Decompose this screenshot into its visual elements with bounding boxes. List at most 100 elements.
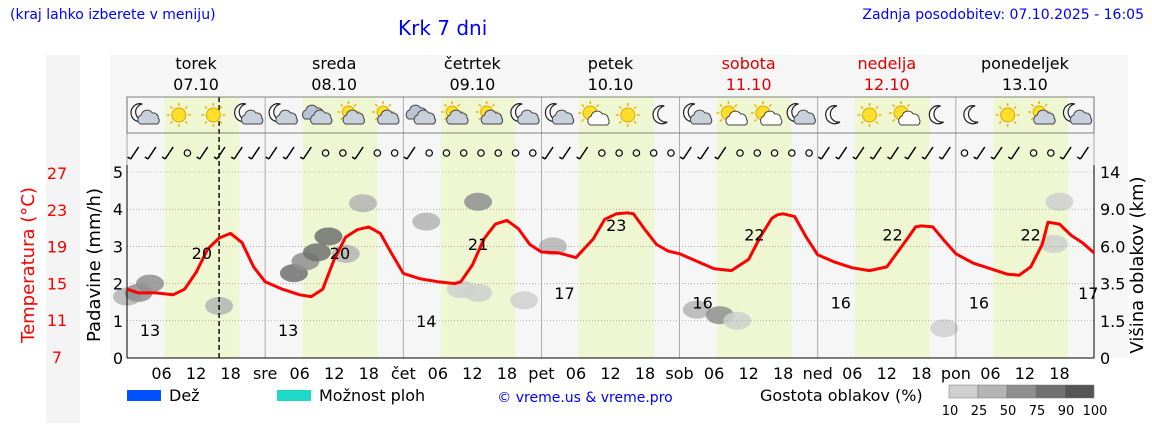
sun-ray <box>374 103 378 107</box>
storm-legend-label: Možnost ploh <box>319 386 425 405</box>
wind-barb-mark <box>714 146 727 160</box>
wind-barb-mark <box>351 146 364 160</box>
right-tick-label: 9.0 <box>1100 200 1125 219</box>
temp-tick-label: 15 <box>47 274 67 293</box>
cloud-density-mark <box>348 194 377 213</box>
sun-disc <box>620 107 636 123</box>
temperature-data-label: 17 <box>1078 284 1098 303</box>
wind-calm-mark <box>788 149 796 157</box>
moon-cloud-icon <box>510 103 540 125</box>
cloud-density-tick: 50 <box>1000 404 1017 419</box>
wind-barb-mark <box>213 146 226 160</box>
moon-cloud-icon <box>234 103 264 125</box>
cloud-shape <box>377 109 400 125</box>
cloud-shape <box>793 109 816 125</box>
x-tick-label: sre <box>253 364 277 383</box>
cloud-density-tick: 10 <box>942 404 959 419</box>
wind-barb-mark <box>904 146 917 160</box>
wind-calm-mark <box>960 149 969 157</box>
wind-calm-mark <box>736 149 744 157</box>
wind-barb-mark <box>576 146 589 160</box>
x-tick-label: 06 <box>704 364 724 383</box>
sun-ray <box>478 103 482 107</box>
x-tick-label: 12 <box>877 364 897 383</box>
sun-ray <box>219 105 223 110</box>
sun-ray <box>875 105 879 110</box>
x-tick-label: 12 <box>462 364 482 383</box>
sun-cloud-light-icon <box>750 101 783 126</box>
right-tick-label: 6.0 <box>1100 237 1125 256</box>
left-tick-label: 1 <box>113 312 123 331</box>
x-tick-label: 18 <box>497 364 517 383</box>
wind-barb-mark <box>697 146 710 160</box>
wind-barb-mark <box>938 146 951 160</box>
sun-ray <box>633 105 637 110</box>
sun-ray <box>1044 103 1048 107</box>
storm-legend-swatch <box>277 390 311 401</box>
cloud-density-scale-cell <box>1006 384 1037 399</box>
left-tick-label: 0 <box>113 349 123 368</box>
wind-barb-mark <box>1076 146 1089 160</box>
cloud-shape <box>587 110 610 126</box>
temperature-data-label: 22 <box>1021 226 1041 245</box>
moon-cloud-icon <box>544 103 575 125</box>
sun-cloud-light-icon <box>578 101 610 126</box>
temp-tick-label: 7 <box>52 348 62 367</box>
moon-cloud-icon <box>130 103 160 125</box>
sun-ray <box>998 120 1002 125</box>
cloud-density-mark <box>1045 192 1074 211</box>
temp-tick-label: 19 <box>47 238 67 257</box>
sun-ray <box>596 103 600 108</box>
left-tick-label: 3 <box>113 237 123 256</box>
x-tick-label: 06 <box>842 364 862 383</box>
daylight-band <box>578 97 654 358</box>
wind-barb-mark <box>144 146 157 160</box>
temperature-line <box>126 211 1095 299</box>
wind-barb-mark <box>282 146 295 160</box>
sun-cloud-light-icon <box>889 101 921 126</box>
day-date-label: 07.10 <box>173 75 219 94</box>
sun-ray <box>1013 120 1017 125</box>
cloud-shape <box>480 109 504 125</box>
wind-calm-mark <box>805 149 813 157</box>
x-tick-label: pon <box>941 364 971 383</box>
cloud-density-mark <box>412 212 441 231</box>
wind-calm-mark <box>649 149 658 157</box>
temperature-data-label: 16 <box>692 293 712 312</box>
sun-ray <box>374 117 378 121</box>
wind-calm-mark <box>1029 149 1038 157</box>
wind-calm-mark <box>1047 149 1055 157</box>
sun-disc <box>171 107 187 123</box>
sun-cloud-icon <box>1028 101 1056 125</box>
day-name-label: sobota <box>722 54 776 73</box>
cloud-density-tick: 75 <box>1029 404 1046 419</box>
cloud-density-mark <box>314 227 343 246</box>
cloud-shape <box>137 109 160 125</box>
x-tick-label: 06 <box>151 364 171 383</box>
sun-ray <box>1030 117 1035 121</box>
right-tick-label: 3.5 <box>1100 275 1125 294</box>
wind-calm-mark <box>598 149 606 157</box>
x-tick-label: 18 <box>1049 364 1069 383</box>
wind-calm-mark <box>753 149 762 157</box>
sun-cloud-icon <box>372 101 400 125</box>
x-tick-label: 12 <box>324 364 344 383</box>
rain-legend-swatch <box>127 390 161 401</box>
right-tick-label: 14 <box>1100 163 1120 182</box>
cloud-density-scale-cell <box>948 384 979 399</box>
temperature-data-label: 22 <box>882 226 902 245</box>
wind-barb-mark <box>1059 146 1072 160</box>
sun-ray <box>184 120 188 125</box>
sun-cloud-icon <box>441 101 469 125</box>
sun-ray <box>1030 103 1035 107</box>
sun-disc <box>862 107 878 123</box>
sun-ray <box>753 118 758 123</box>
cloud-density-mark <box>723 311 752 330</box>
x-tick-label: sob <box>665 364 693 383</box>
x-tick-label: 06 <box>428 364 448 383</box>
sun-ray <box>169 105 173 110</box>
cloud-shape <box>760 110 783 126</box>
sun-ray <box>184 105 188 110</box>
wind-barb-mark <box>196 146 209 160</box>
cloud-density-mark <box>510 291 539 310</box>
